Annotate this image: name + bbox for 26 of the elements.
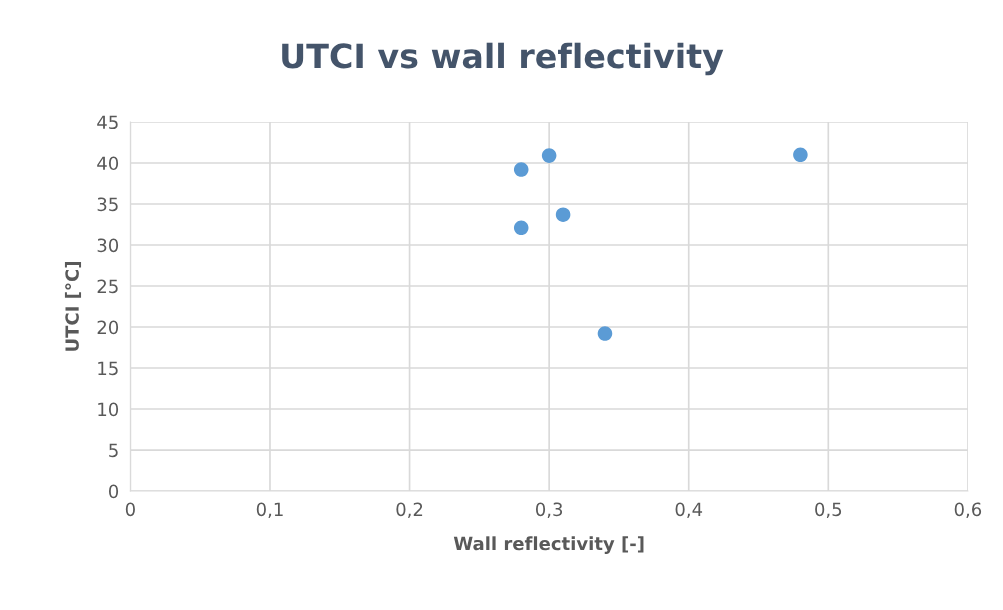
point bbox=[793, 147, 808, 163]
y-tick-label: 10 bbox=[98, 402, 119, 417]
point bbox=[513, 162, 529, 177]
point bbox=[541, 148, 557, 163]
point bbox=[597, 326, 613, 341]
x-tick-label: 0,5 bbox=[815, 502, 842, 518]
point bbox=[513, 220, 529, 236]
x-tick-label: 0 bbox=[125, 502, 135, 517]
y-tick-label: 20 bbox=[97, 320, 119, 335]
x-tick-label: 0,3 bbox=[535, 502, 563, 518]
x-tick-label: 0,1 bbox=[256, 502, 283, 518]
x-tick-label: 0,6 bbox=[954, 502, 982, 518]
x-tick-label: 0,2 bbox=[396, 502, 423, 518]
y-tick-label: 30 bbox=[97, 238, 119, 253]
y-tick-label: 25 bbox=[97, 279, 118, 294]
y-tick-label: 45 bbox=[97, 115, 118, 130]
y-axis-title: UTCI [°C] bbox=[64, 262, 82, 351]
y-tick-label: 15 bbox=[98, 361, 118, 376]
chart-title: UTCI vs wall reflectivity bbox=[282, 42, 724, 76]
x-tick-label: 0,4 bbox=[675, 502, 703, 518]
y-tick-label: 35 bbox=[97, 197, 118, 212]
y-tick-label: 5 bbox=[109, 443, 118, 458]
point bbox=[555, 207, 571, 222]
y-tick-label: 40 bbox=[97, 156, 119, 171]
x-axis-title: Wall reflectivity [-] bbox=[453, 536, 644, 554]
y-tick-label: 0 bbox=[108, 484, 119, 499]
